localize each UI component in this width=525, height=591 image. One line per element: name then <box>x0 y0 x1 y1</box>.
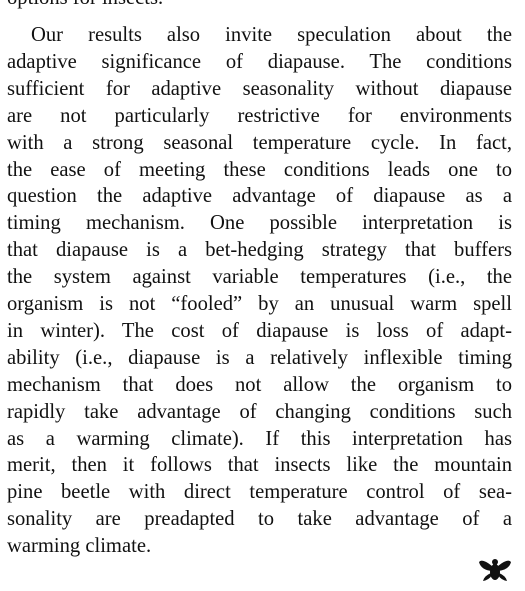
text-line: rapidly take advantage of changing condi… <box>7 400 512 423</box>
text-line: adaptive significance of diapause. The c… <box>7 50 512 73</box>
text-line: mechanism that does not allow the organi… <box>7 373 512 396</box>
text-line: organism is not “fooled” by an unusual w… <box>7 293 512 315</box>
text-line: in winter). The cost of diapause is loss… <box>7 319 512 342</box>
text-line: sufficient for adaptive seasonality with… <box>7 77 512 100</box>
text-line: sonality are preadapted to take advantag… <box>7 508 512 531</box>
text-line: pine beetle with direct temperature cont… <box>7 481 512 504</box>
text-line: Our results also invite speculation abou… <box>31 24 512 46</box>
text-line: the ease of meeting these conditions lea… <box>7 158 512 181</box>
text-line: the system against variable temperatures… <box>7 266 512 289</box>
text-line: as a warming climate). If this interpret… <box>7 427 512 450</box>
text-line: question the adaptive advantage of diapa… <box>7 185 512 208</box>
text-line: warming climate. <box>7 535 152 558</box>
text-line: timing mechanism. One possible interpret… <box>7 212 512 235</box>
text-line: with a strong seasonal temperature cycle… <box>7 131 512 154</box>
text-line: merit, then it follows that insects like… <box>7 454 512 477</box>
text-line: ability (i.e., diapause is a relatively … <box>7 346 512 369</box>
text-line: options for insects. <box>7 0 512 11</box>
text-line: are not particularly restrictive for env… <box>7 104 512 127</box>
text-line: that diapause is a bet-hedging strategy … <box>7 239 512 262</box>
beetle-icon <box>479 559 511 581</box>
